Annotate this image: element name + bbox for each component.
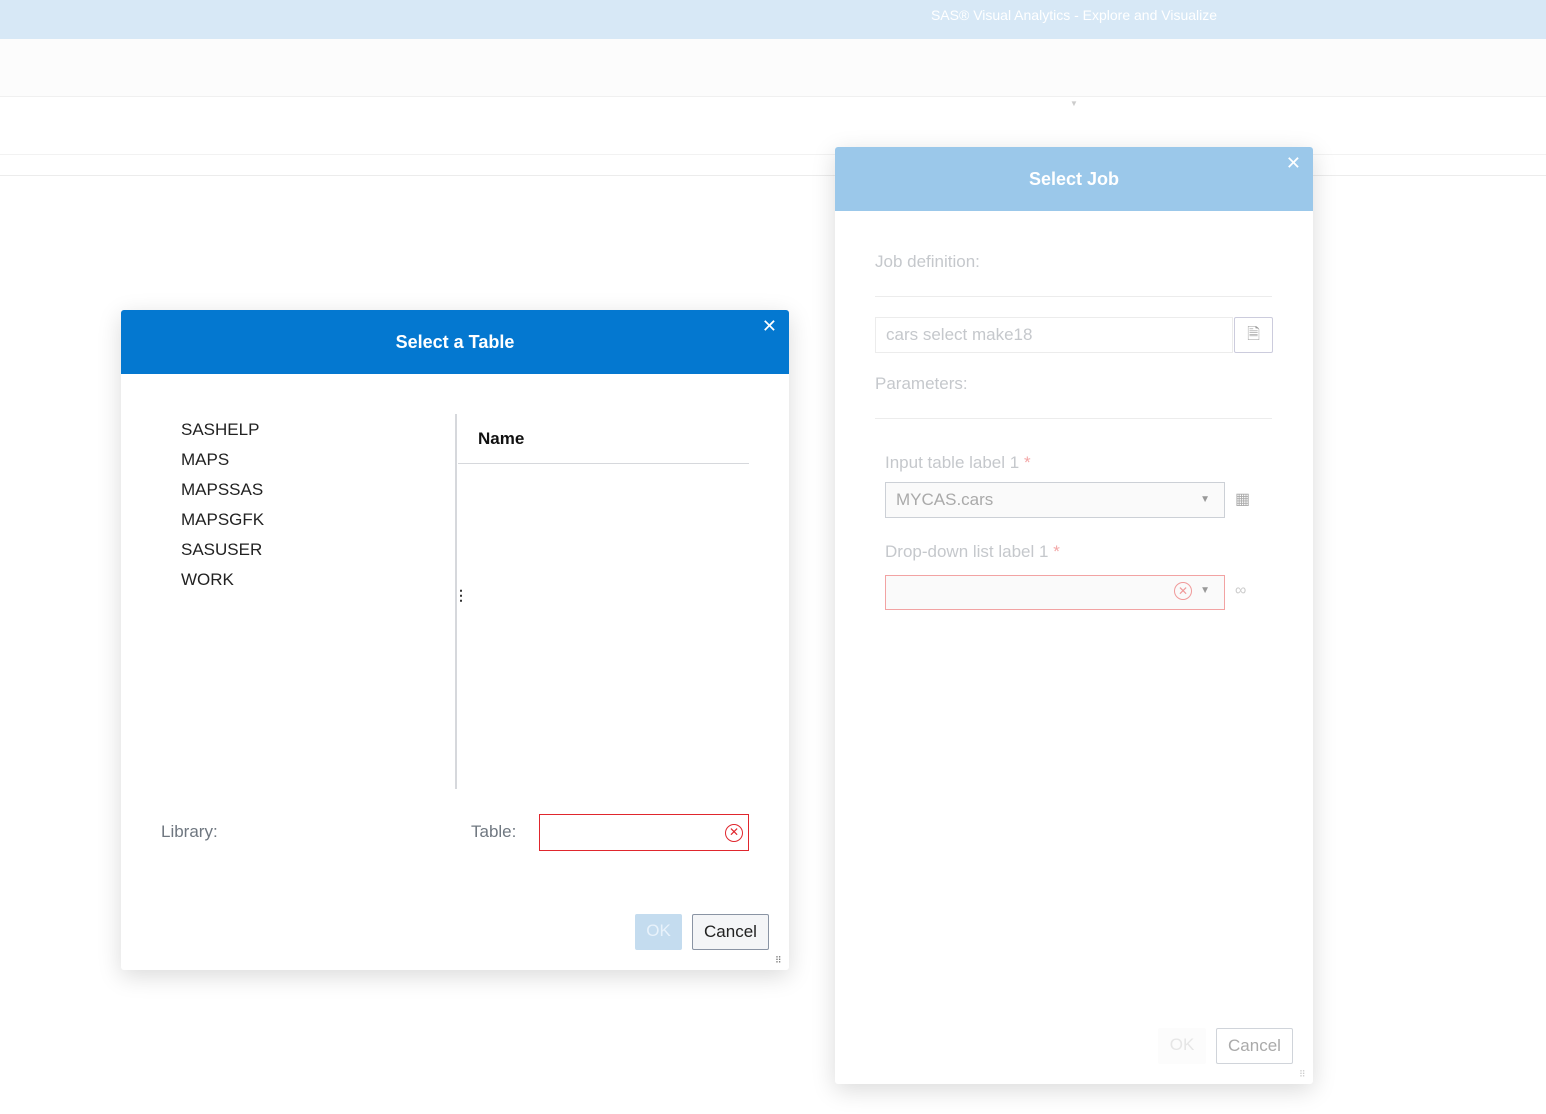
ok-button[interactable]: OK xyxy=(1158,1028,1206,1064)
table-label: Table: xyxy=(471,822,517,841)
error-clear-icon[interactable]: ✕ xyxy=(1174,582,1192,600)
resize-grip-icon[interactable]: ⠿ xyxy=(1299,1069,1306,1079)
library-item[interactable]: SASHELP xyxy=(181,420,260,439)
sub-toolbar-area xyxy=(0,97,1546,155)
table-select-icon[interactable]: ▦ xyxy=(1235,491,1251,508)
cancel-button[interactable]: Cancel xyxy=(1216,1028,1293,1064)
table-input[interactable]: ✕ xyxy=(539,814,749,851)
binoculars-icon[interactable]: ∞ xyxy=(1235,582,1247,599)
job-definition-field[interactable]: cars select make18 xyxy=(875,317,1233,353)
dialog-header: Select a Table xyxy=(121,310,789,374)
divider xyxy=(875,296,1272,297)
library-item[interactable]: MAPSSAS xyxy=(181,480,264,499)
chevron-down-icon: ▼ xyxy=(1200,494,1210,505)
label-text: Drop-down list label 1 xyxy=(885,542,1049,561)
error-clear-icon[interactable]: ✕ xyxy=(725,824,743,842)
library-item[interactable]: WORK xyxy=(181,570,234,589)
dropdown-label: Drop-down list label 1 * xyxy=(885,542,1060,562)
chevron-down-icon: ▼ xyxy=(1200,585,1210,596)
cancel-button[interactable]: Cancel xyxy=(692,914,769,950)
app-title-bar: SAS® Visual Analytics - Explore and Visu… xyxy=(0,0,1546,39)
resize-grip-icon[interactable]: ⠿ xyxy=(775,955,782,965)
close-icon[interactable]: ✕ xyxy=(1285,153,1301,173)
library-label: Library: xyxy=(161,822,218,841)
splitter-handle-icon[interactable]: ⋮ xyxy=(454,587,468,603)
input-table-select[interactable]: MYCAS.cars ▼ xyxy=(885,482,1225,518)
divider xyxy=(458,463,749,464)
select-table-dialog: Select a Table ✕ SASHELP MAPS MAPSSAS MAPSG… xyxy=(121,310,789,970)
browse-job-button[interactable]: 🗎 xyxy=(1234,317,1273,353)
splitter[interactable] xyxy=(455,414,457,789)
parameters-label: Parameters: xyxy=(875,374,968,393)
required-mark: * xyxy=(1023,453,1031,472)
divider xyxy=(875,418,1272,419)
input-table-label: Input table label 1 * xyxy=(885,453,1031,473)
ok-button[interactable]: OK xyxy=(635,914,682,950)
divider xyxy=(0,175,1546,176)
required-mark: * xyxy=(1053,542,1060,561)
dialog-title: Select a Table xyxy=(395,332,515,352)
toolbar-area xyxy=(0,39,1546,97)
app-title: SAS® Visual Analytics - Explore and Visu… xyxy=(930,7,1218,23)
selected-value: MYCAS.cars xyxy=(896,490,994,509)
dialog-header: Select Job xyxy=(835,147,1313,211)
dropdown-select[interactable]: ✕ ▼ xyxy=(885,575,1225,610)
job-definition-value: cars select make18 xyxy=(886,325,1033,344)
collapse-caret-icon[interactable]: ▼ xyxy=(1070,99,1078,108)
name-column-header[interactable]: Name xyxy=(478,429,525,448)
close-icon[interactable]: ✕ xyxy=(761,316,777,336)
library-item[interactable]: SASUSER xyxy=(181,540,263,559)
document-icon: 🗎 xyxy=(1247,326,1260,343)
job-definition-label: Job definition: xyxy=(875,252,980,271)
dialog-title: Select Job xyxy=(1028,169,1120,189)
library-item[interactable]: MAPSGFK xyxy=(181,510,265,529)
select-job-dialog: Select Job ✕ Job definition: cars select… xyxy=(835,147,1313,1084)
label-text: Input table label 1 xyxy=(885,453,1020,472)
library-item[interactable]: MAPS xyxy=(181,450,230,469)
